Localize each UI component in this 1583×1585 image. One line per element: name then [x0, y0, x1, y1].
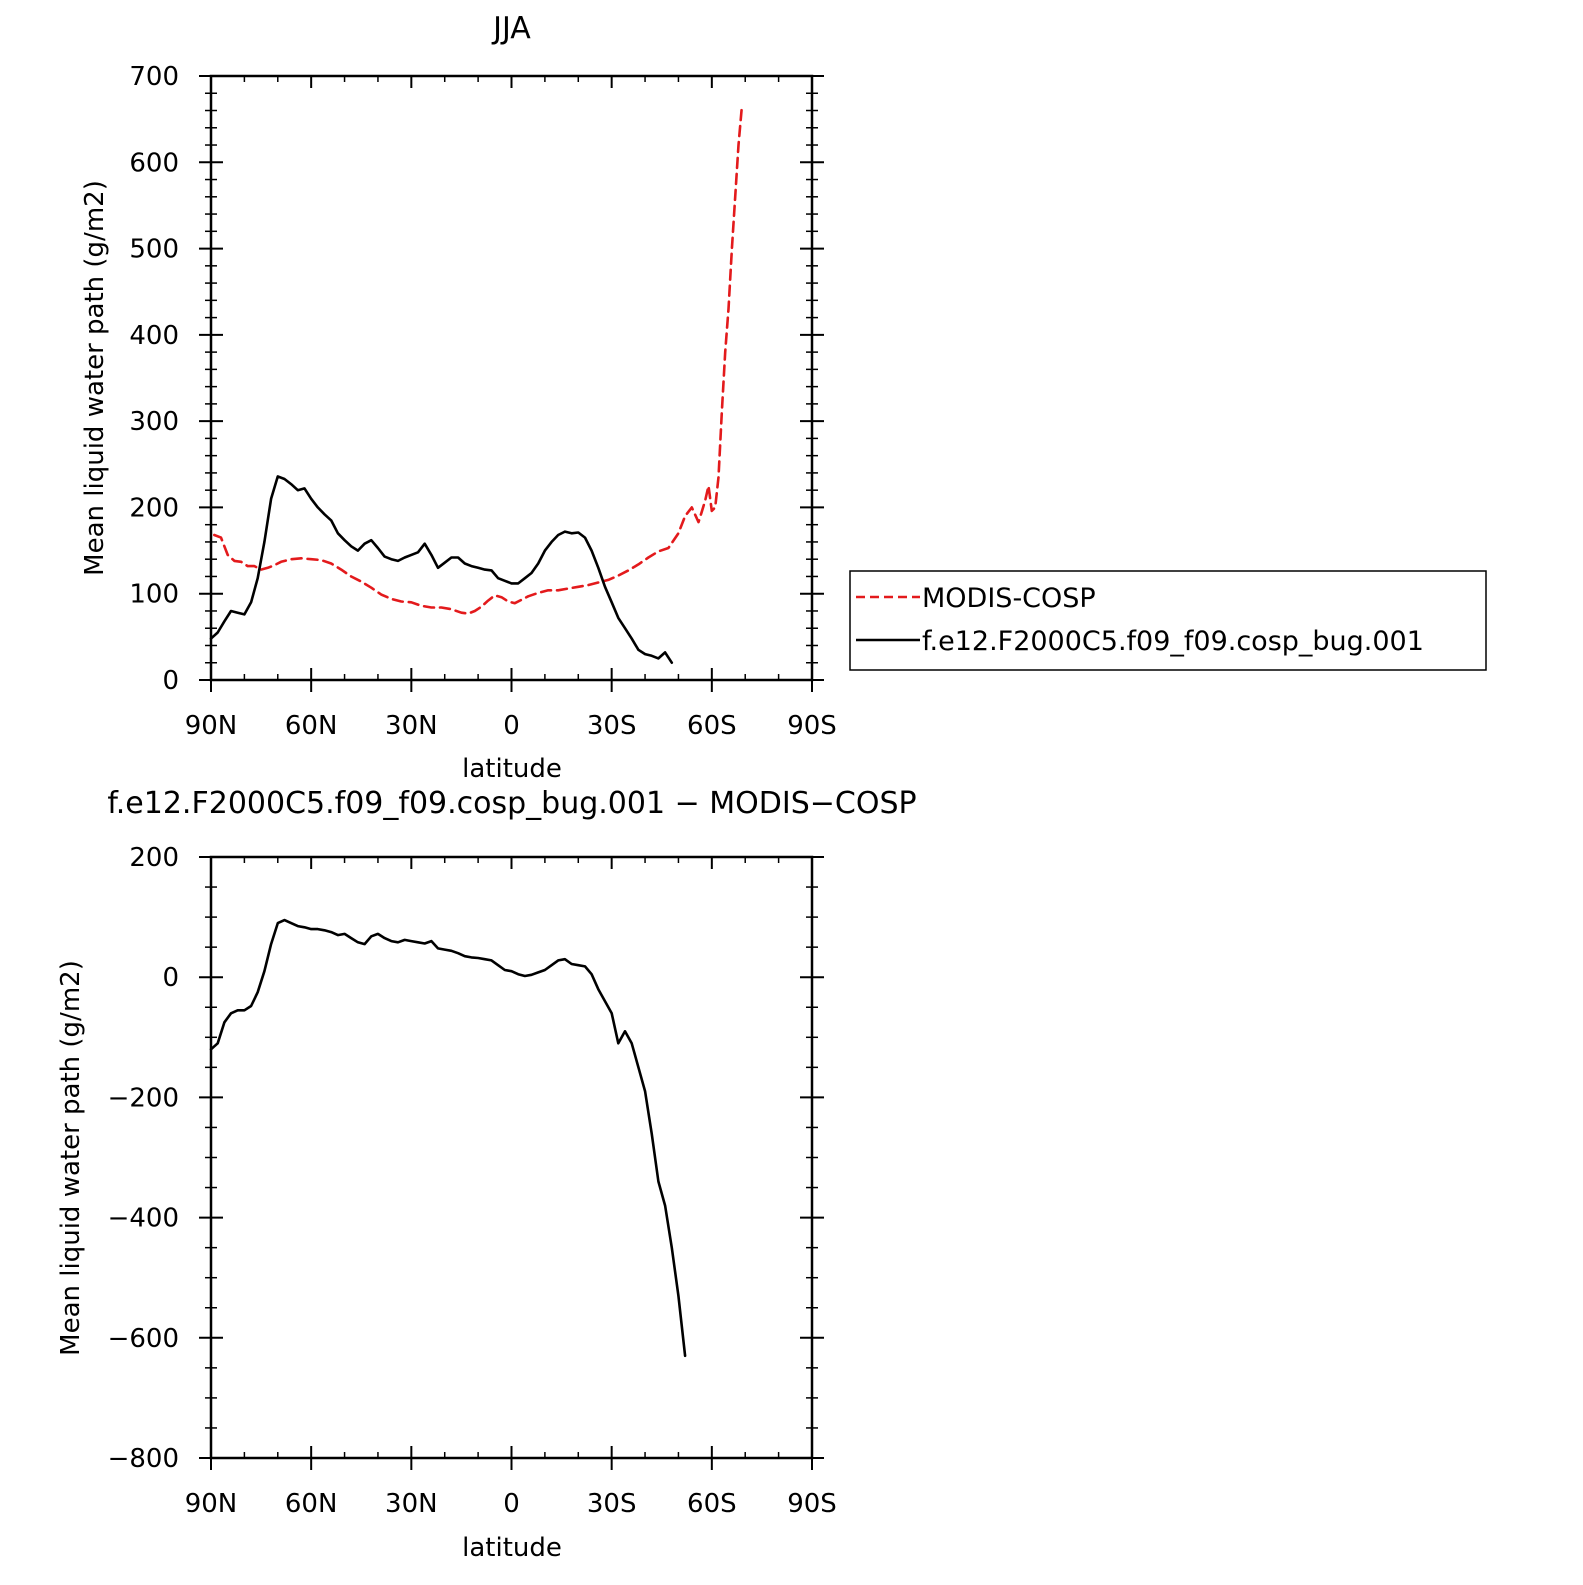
bottom-series-line-0 [209, 918, 687, 1358]
bottom-x-tick-label: 60N [285, 1489, 338, 1519]
top-x-tick-label: 30S [587, 711, 637, 741]
bottom-chart-ticks: 90N 60N 30N 0 30S 60S 90S −800 −600 −400 −200 0 200 [108, 843, 837, 1519]
bottom-chart-xlabel: latitude [462, 1533, 562, 1563]
top-y-tick-label: 300 [129, 407, 179, 437]
legend-label-modis: MODIS-COSP [922, 583, 1096, 614]
top-y-tick-label: 700 [129, 62, 179, 92]
top-chart-panel: JJA 90N 60N 30N 0 30S 60S 90S 0 100 200 300 400 500 6… [80, 11, 1487, 784]
top-x-tick-label: 60N [285, 711, 338, 741]
top-x-tick-label: 0 [503, 711, 520, 741]
bottom-chart-title: f.e12.F2000C5.f09_f09.cosp_bug.001 − MOD… [107, 786, 916, 821]
bottom-y-tick-label: −400 [108, 1204, 179, 1234]
bottom-chart-panel: f.e12.F2000C5.f09_f09.cosp_bug.001 − MOD… [56, 786, 917, 1563]
bottom-y-tick-label: 0 [162, 963, 179, 993]
bottom-y-tick-label: −200 [108, 1083, 179, 1113]
bottom-y-tick-label: 200 [129, 843, 179, 873]
bottom-x-tick-label: 60S [687, 1489, 737, 1519]
bottom-x-tick-label: 0 [503, 1489, 520, 1519]
top-series-line-1 [209, 475, 674, 664]
top-x-tick-label: 90S [787, 711, 837, 741]
top-chart-xlabel: latitude [462, 754, 562, 784]
top-y-tick-label: 200 [129, 493, 179, 523]
top-chart-legend: MODIS-COSP f.e12.F2000C5.f09_f09.cosp_bu… [849, 570, 1487, 671]
bottom-chart-ylabel: Mean liquid water path (g/m2) [56, 960, 86, 1356]
top-x-tick-label: 30N [385, 711, 438, 741]
bottom-x-tick-label: 30S [587, 1489, 637, 1519]
top-y-tick-label: 500 [129, 235, 179, 265]
top-series-line-0 [213, 104, 744, 615]
top-x-tick-label: 60S [687, 711, 737, 741]
legend-label-model: f.e12.F2000C5.f09_f09.cosp_bug.001 [922, 626, 1424, 657]
bottom-chart-series [209, 918, 687, 1358]
bottom-x-tick-label: 90S [787, 1489, 837, 1519]
bottom-y-tick-label: −800 [108, 1444, 179, 1474]
top-chart-ylabel: Mean liquid water path (g/m2) [80, 180, 110, 576]
top-chart-frame [209, 74, 814, 682]
top-chart-series [209, 104, 744, 664]
top-y-tick-label: 100 [129, 580, 179, 610]
bottom-chart-frame [209, 855, 814, 1460]
top-y-tick-label: 400 [129, 321, 179, 351]
top-chart-ticks: 90N 60N 30N 0 30S 60S 90S 0 100 200 300 400 500 600 70… [129, 62, 836, 741]
bottom-x-tick-label: 30N [385, 1489, 438, 1519]
top-x-tick-label: 90N [185, 711, 238, 741]
top-y-tick-label: 0 [162, 666, 179, 696]
bottom-x-tick-label: 90N [185, 1489, 238, 1519]
legend-box [849, 570, 1487, 671]
top-chart-title: JJA [491, 11, 531, 46]
bottom-y-tick-label: −600 [108, 1324, 179, 1354]
top-y-tick-label: 600 [129, 148, 179, 178]
